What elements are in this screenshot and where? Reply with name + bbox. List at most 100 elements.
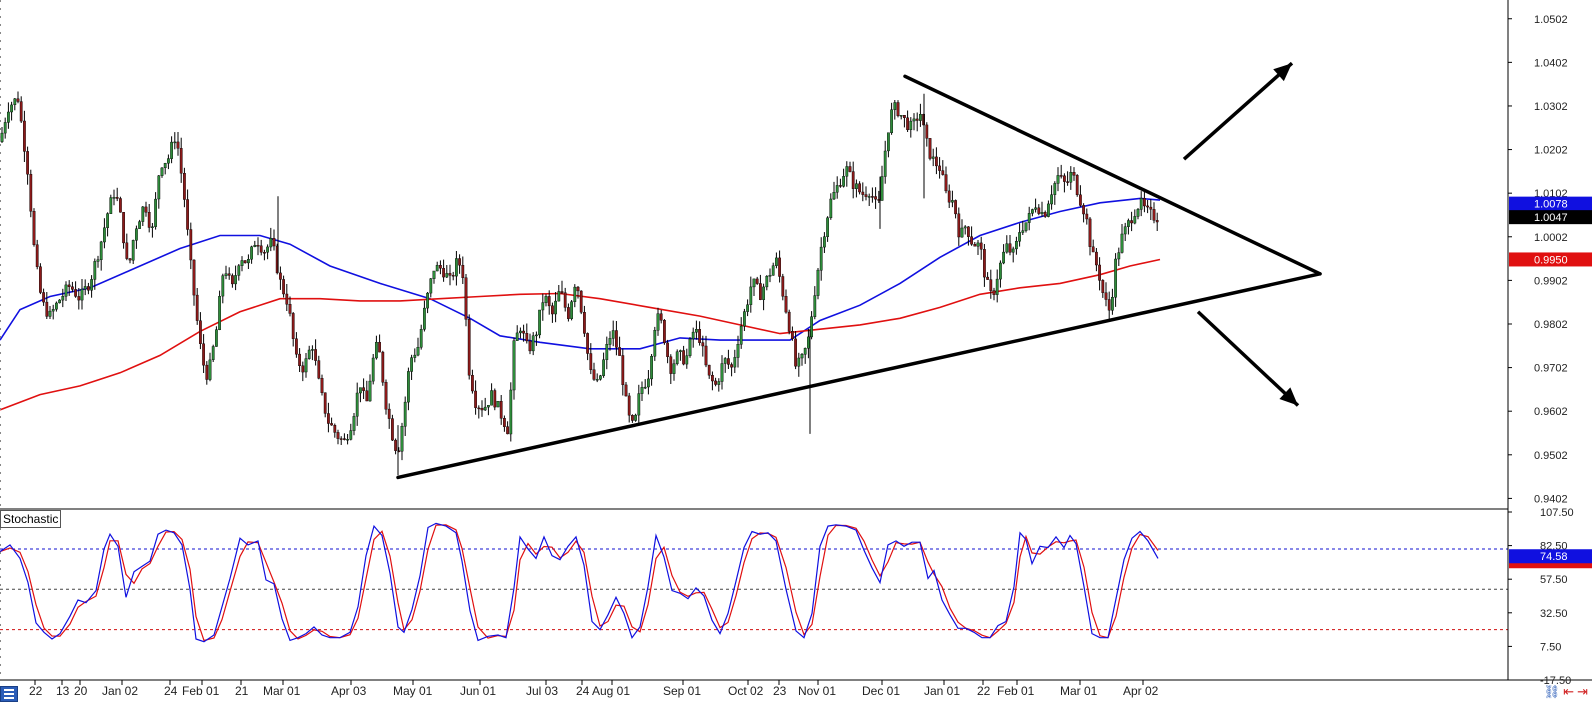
candle-body <box>112 197 116 199</box>
candle-body <box>986 276 990 280</box>
candle-body <box>826 217 830 237</box>
candle-body <box>771 265 775 276</box>
down-arrow-head <box>1279 387 1298 406</box>
candle-body <box>765 276 769 288</box>
time-tick-label: Mar 01 <box>1060 684 1098 698</box>
ma-price-label: 0.9950 <box>1534 254 1568 266</box>
candle-body <box>1002 251 1006 264</box>
candle-body <box>528 340 532 352</box>
candle-body <box>99 241 103 260</box>
candle-body <box>218 296 221 331</box>
candle-body <box>1149 206 1153 210</box>
candle-body <box>1130 220 1134 224</box>
candle-body <box>963 226 967 229</box>
candle-body <box>954 200 958 215</box>
candle-body <box>1043 212 1047 217</box>
candle-body <box>490 390 493 406</box>
time-tick-label: Nov 01 <box>798 684 836 698</box>
candle-body <box>947 190 951 203</box>
ma-line <box>0 197 1161 350</box>
candle-body <box>995 278 999 295</box>
candle-body <box>1104 292 1108 300</box>
candle-body <box>150 226 154 228</box>
candle-body <box>355 392 359 417</box>
candle-body <box>595 379 599 381</box>
candle-body <box>794 338 798 367</box>
candle-body <box>1034 207 1038 210</box>
candle-body <box>871 196 874 198</box>
stoch-tick-label: 107.50 <box>1540 507 1574 519</box>
candle-body <box>931 156 935 159</box>
time-tick-label: Mar 01 <box>263 684 301 698</box>
candle-body <box>589 353 593 370</box>
candle-body <box>234 275 237 285</box>
candle-body <box>336 432 340 439</box>
candle-body <box>842 176 846 187</box>
time-tick-label: Feb 01 <box>182 684 220 698</box>
candle-body <box>538 309 542 336</box>
candle-body <box>147 211 151 228</box>
candle-body <box>189 229 193 261</box>
scroll-left-icon[interactable]: ⇤ <box>1563 685 1575 700</box>
candle-body <box>535 334 538 337</box>
candle-body <box>874 196 878 200</box>
candle-body <box>343 438 346 440</box>
candle-body <box>471 375 474 392</box>
candle-body <box>707 364 711 376</box>
candle-body <box>835 185 839 193</box>
candle-body <box>733 357 737 368</box>
candle-body <box>1094 251 1098 266</box>
candle-body <box>736 344 740 358</box>
menu-icon[interactable] <box>0 686 18 702</box>
candle-body <box>55 302 58 310</box>
candle-body <box>118 198 122 213</box>
candle-body <box>42 292 46 303</box>
candle-body <box>419 329 423 348</box>
candle-body <box>935 156 938 167</box>
candle-body <box>1146 205 1150 208</box>
candle-body <box>304 358 308 373</box>
candle-body <box>522 330 526 334</box>
candle-body <box>711 375 714 382</box>
candle-body <box>650 356 654 380</box>
candle-body <box>973 243 977 247</box>
scroll-right-icon[interactable]: ⇥ <box>1577 685 1588 700</box>
candle-body <box>867 196 871 198</box>
candle-body <box>679 350 682 352</box>
candle-body <box>86 286 90 291</box>
candle-body <box>416 347 420 356</box>
candle-body <box>176 141 180 149</box>
candle-body <box>637 393 641 416</box>
candle-body <box>557 291 561 302</box>
candle-body <box>493 390 497 408</box>
candle-body <box>928 138 932 159</box>
candle-body <box>413 354 417 358</box>
candle-body <box>77 296 81 301</box>
candle-body <box>448 273 452 276</box>
candle-body <box>365 390 369 402</box>
candle-body <box>327 413 330 424</box>
candle-body <box>1008 243 1012 253</box>
candle-body <box>819 246 823 271</box>
time-tick-label: 24 <box>164 684 178 698</box>
candle-body <box>362 387 365 391</box>
candle-body <box>48 310 52 317</box>
candle-body <box>915 118 919 121</box>
candle-body <box>282 279 285 295</box>
candle-body <box>295 338 298 355</box>
candle-body <box>384 382 388 410</box>
candle-body <box>800 354 804 359</box>
candle-body <box>666 342 670 357</box>
candle-body <box>266 246 269 253</box>
candle-body <box>989 279 993 291</box>
candle-body <box>890 109 894 133</box>
candle-body <box>170 141 173 159</box>
link-icon[interactable]: ⛓ <box>1543 685 1561 700</box>
price-tick-label: 0.9602 <box>1534 406 1568 418</box>
candle-body <box>579 290 583 313</box>
candle-body <box>631 415 634 421</box>
candle-body <box>80 288 84 301</box>
candle-body <box>541 302 545 311</box>
candle-body <box>624 384 628 397</box>
candle-body <box>346 439 349 441</box>
